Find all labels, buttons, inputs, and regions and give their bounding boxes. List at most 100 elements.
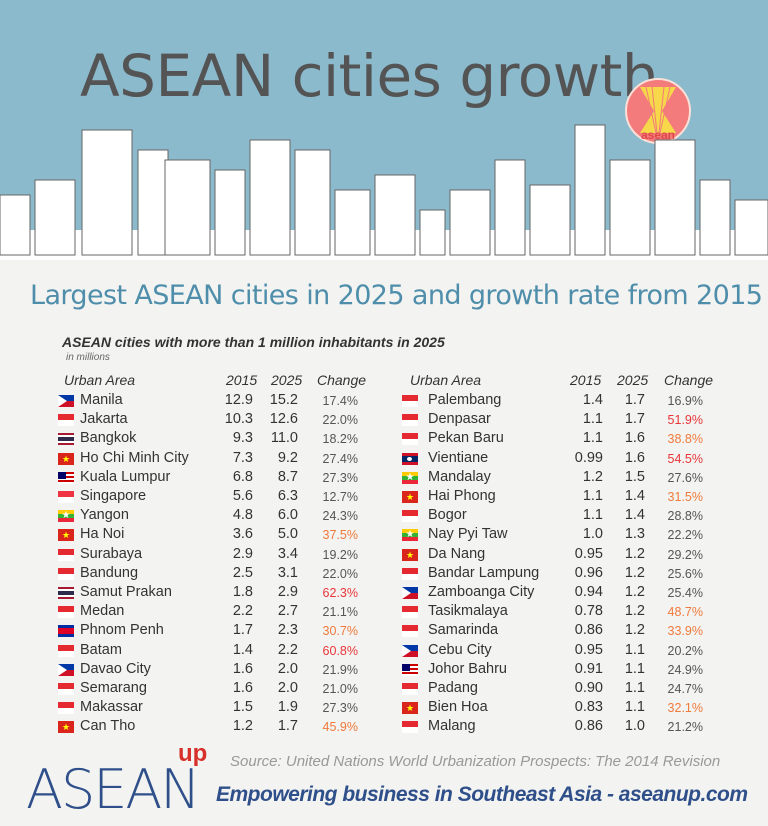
change-value: 54.5% bbox=[667, 451, 703, 466]
change-value: 20.2% bbox=[667, 643, 703, 658]
value-2025: 1.6 bbox=[624, 449, 645, 466]
table-row: ★ Da Nang 0.95 1.2 29.2% bbox=[0, 546, 768, 565]
change-value: 21.2% bbox=[667, 720, 703, 735]
value-2015: 1.7 bbox=[232, 622, 253, 639]
table-row: Surabaya 2.9 3.4 19.2% bbox=[0, 546, 768, 565]
table-row: Malang 0.86 1.0 21.2% bbox=[0, 718, 768, 737]
table-row: ★ Nay Pyi Taw 1.0 1.3 22.2% bbox=[0, 526, 768, 545]
value-2015: 1.1 bbox=[582, 411, 603, 428]
value-2025: 1.2 bbox=[624, 584, 645, 600]
city-name: Yangon bbox=[80, 507, 129, 524]
value-2015: 0.91 bbox=[574, 660, 603, 677]
value-2025: 1.4 bbox=[624, 488, 645, 504]
value-2025: 1.7 bbox=[624, 411, 645, 428]
header-2015: 2015 bbox=[570, 372, 602, 388]
value-2025: 1.2 bbox=[624, 603, 645, 620]
change-value: 29.2% bbox=[667, 547, 703, 562]
city-name: Can Tho bbox=[80, 718, 136, 735]
value-2025: 11.0 bbox=[270, 430, 298, 447]
change-value: 22.0% bbox=[322, 413, 358, 428]
city-name: Kuala Lumpur bbox=[80, 468, 171, 485]
city-name: Surabaya bbox=[80, 545, 143, 562]
value-2015: 7.3 bbox=[232, 449, 253, 466]
change-value: 21.9% bbox=[322, 662, 358, 677]
value-2015: 2.9 bbox=[232, 545, 253, 562]
flag-icon-kh bbox=[58, 625, 74, 638]
city-name: Johor Bahru bbox=[428, 660, 507, 677]
table-row: Batam 1.4 2.2 60.8% bbox=[0, 642, 768, 661]
value-2015: 0.96 bbox=[574, 564, 603, 581]
aseanup-logo: ASEAN bbox=[26, 758, 201, 821]
header-urban-area: Urban Area bbox=[64, 372, 136, 388]
city-name: Semarang bbox=[80, 680, 147, 696]
table-row: Davao City 1.6 2.0 21.9% bbox=[0, 661, 768, 680]
aseanup-logo-sup: up bbox=[178, 740, 208, 767]
flag-icon-vn: ★ bbox=[402, 548, 418, 561]
value-2015: 1.6 bbox=[232, 680, 253, 696]
value-2025: 1.6 bbox=[624, 430, 645, 447]
value-2025: 6.0 bbox=[277, 507, 298, 524]
flag-icon-my bbox=[402, 663, 418, 676]
flag-icon-vn: ★ bbox=[58, 529, 74, 542]
flag-icon-mm: ★ bbox=[402, 471, 418, 484]
change-value: 22.0% bbox=[322, 566, 358, 581]
flag-icon-th bbox=[58, 433, 74, 446]
table-row: Pekan Baru 1.1 1.6 38.8% bbox=[0, 430, 768, 449]
table-row: Bogor 1.1 1.4 28.8% bbox=[0, 507, 768, 526]
change-value: 21.0% bbox=[322, 682, 358, 696]
value-2025: 1.2 bbox=[624, 564, 645, 581]
table-row: ★ Bien Hoa 0.83 1.1 32.1% bbox=[0, 699, 768, 718]
city-name: Padang bbox=[428, 680, 478, 696]
city-name: Hai Phong bbox=[428, 488, 496, 504]
change-value: 22.2% bbox=[667, 528, 703, 543]
value-2015: 12.9 bbox=[224, 392, 253, 408]
flag-icon-ph bbox=[402, 587, 418, 599]
table-row: Denpasar 1.1 1.7 51.9% bbox=[0, 411, 768, 430]
flag-icon-ph bbox=[402, 644, 418, 657]
change-value: 60.8% bbox=[322, 643, 358, 658]
city-name: Medan bbox=[80, 603, 125, 620]
value-2015: 1.5 bbox=[232, 699, 253, 716]
city-name: Tasikmalaya bbox=[428, 603, 508, 620]
value-2015: 2.5 bbox=[232, 564, 253, 581]
city-name: Bien Hoa bbox=[428, 699, 488, 716]
value-2015: 1.8 bbox=[232, 584, 253, 600]
change-value: 28.8% bbox=[667, 509, 703, 524]
city-name: Ha Noi bbox=[80, 526, 125, 543]
city-name: Vientiane bbox=[428, 449, 489, 466]
change-value: 25.4% bbox=[667, 586, 703, 600]
value-2025: 1.2 bbox=[624, 622, 645, 639]
flag-icon-id bbox=[58, 548, 74, 561]
flag-icon-id bbox=[58, 702, 74, 715]
flag-icon-vn: ★ bbox=[58, 452, 74, 465]
value-2015: 0.95 bbox=[574, 641, 603, 658]
value-2025: 1.2 bbox=[624, 545, 645, 562]
value-2015: 1.0 bbox=[582, 526, 603, 543]
value-2015: 10.3 bbox=[224, 411, 253, 428]
value-2015: 0.86 bbox=[574, 718, 603, 735]
value-2015: 4.8 bbox=[232, 507, 253, 524]
city-name: Bandar Lampung bbox=[428, 564, 540, 581]
change-value: 21.1% bbox=[322, 605, 358, 620]
value-2025: 1.4 bbox=[624, 507, 645, 524]
value-2025: 1.3 bbox=[624, 526, 645, 543]
value-2025: 1.9 bbox=[277, 699, 298, 716]
value-2015: 9.3 bbox=[232, 430, 253, 447]
value-2025: 2.0 bbox=[277, 660, 298, 677]
table-row: Semarang 1.6 2.0 21.0% bbox=[0, 680, 768, 699]
flag-icon-id bbox=[402, 567, 418, 580]
city-name: Malang bbox=[428, 718, 476, 735]
city-name: Da Nang bbox=[428, 545, 486, 562]
value-2015: 1.4 bbox=[232, 641, 253, 658]
city-name: Denpasar bbox=[428, 411, 491, 428]
change-value: 17.4% bbox=[322, 394, 358, 408]
section-subtitle: Largest ASEAN cities in 2025 and growth … bbox=[30, 280, 763, 311]
city-name: Manila bbox=[80, 392, 123, 408]
table-row: Phnom Penh 1.7 2.3 30.7% bbox=[0, 622, 768, 641]
change-value: 18.2% bbox=[322, 432, 358, 447]
city-name: Zamboanga City bbox=[428, 584, 535, 600]
value-2015: 3.6 bbox=[232, 526, 253, 543]
value-2015: 0.99 bbox=[574, 449, 603, 466]
header-change: Change bbox=[664, 372, 714, 388]
change-value: 24.9% bbox=[667, 662, 703, 677]
